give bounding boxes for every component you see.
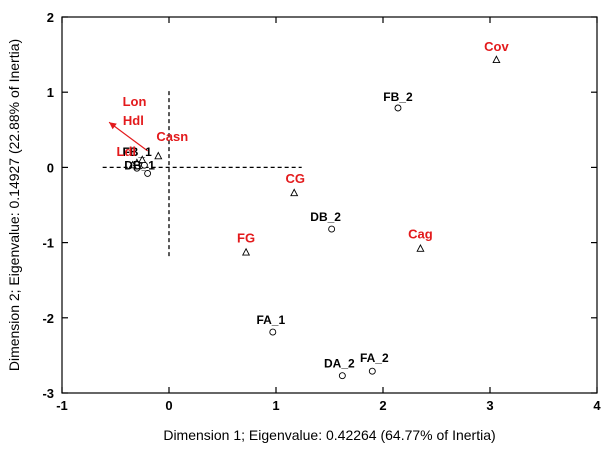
- point-label: DB_2: [310, 210, 341, 224]
- triangle-marker: [416, 244, 425, 252]
- circle-marker: [328, 225, 336, 233]
- point-label: Casn: [156, 129, 188, 144]
- point-label: DA_2: [324, 357, 355, 371]
- y-tick-label: -1: [42, 236, 54, 251]
- x-tick-label: 2: [379, 398, 386, 413]
- x-tick-label: 1: [272, 398, 279, 413]
- data-points: [128, 55, 501, 380]
- point-label: FG: [237, 230, 255, 245]
- x-tick-label: 0: [165, 398, 172, 413]
- circle-marker: [394, 104, 402, 112]
- point-label: FB_1: [122, 145, 152, 159]
- y-axis-title: Dimension 2; Eigenvalue: 0.14927 (22.88%…: [6, 39, 22, 371]
- x-tick-label: 3: [486, 398, 493, 413]
- point-label: Cov: [484, 39, 509, 54]
- point-label: Ldl: [117, 144, 137, 159]
- x-axis-ticks: -1 0 1 2 3 4: [56, 17, 601, 413]
- y-axis-ticks: -3 -2 -1 0 1 2: [42, 10, 597, 401]
- point-label: FA_2: [360, 351, 389, 365]
- point-label: FA_1: [256, 313, 285, 327]
- triangle-marker: [241, 247, 251, 256]
- x-tick-label: -1: [56, 398, 68, 413]
- circle-marker: [338, 372, 346, 380]
- point-labels: FB_2 DB_2 FA_1 DA_2 FA_2 FB_1DB_1 Cov CG FG Cag Ca…: [117, 39, 510, 371]
- circle-marker: [368, 367, 376, 375]
- circle-marker: [144, 169, 152, 177]
- arrow-line: [108, 121, 148, 152]
- point-label: CG: [285, 171, 305, 186]
- y-tick-label: -3: [42, 386, 54, 401]
- x-tick-label: 4: [593, 398, 601, 413]
- triangle-marker: [154, 151, 163, 160]
- point-label: DB_1: [124, 158, 155, 172]
- y-tick-label: 1: [47, 85, 54, 100]
- reference-lines: [102, 89, 302, 257]
- circle-marker: [269, 328, 277, 336]
- triangle-marker: [138, 155, 147, 164]
- plot-frame: [61, 16, 598, 394]
- arrow-head: [109, 122, 117, 130]
- point-label: FB_2: [383, 90, 413, 104]
- y-tick-label: 2: [47, 10, 54, 25]
- triangle-marker: [290, 188, 299, 197]
- point-label: Cag: [408, 227, 433, 242]
- y-tick-label: 0: [47, 160, 54, 175]
- point-label: Lon: [123, 94, 147, 109]
- x-axis-title: Dimension 1; Eigenvalue: 0.42264 (64.77%…: [163, 427, 495, 443]
- y-tick-label: -2: [42, 311, 54, 326]
- triangle-marker: [492, 55, 501, 64]
- point-label: Hdl: [123, 113, 144, 128]
